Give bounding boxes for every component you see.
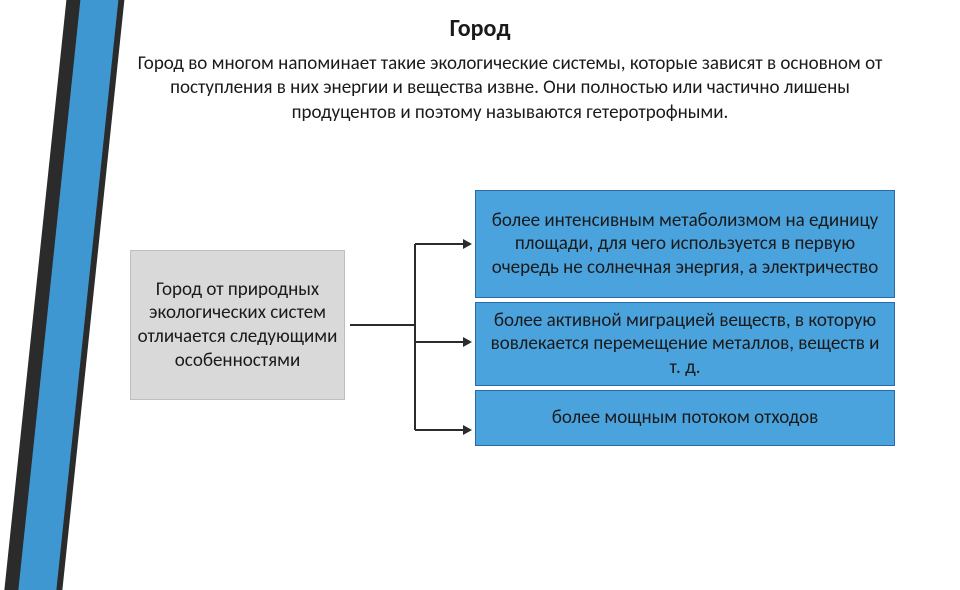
branch-box-1: более интенсивным метаболизмом на единиц… xyxy=(475,190,895,298)
page-title: Город xyxy=(0,14,960,43)
source-box: Город от природных экологических систем … xyxy=(130,250,345,400)
branch-box-3: более мощным потоком отходов xyxy=(475,390,895,446)
branch-column: более интенсивным метаболизмом на единиц… xyxy=(475,190,895,446)
branch-box-2: более активной миграцией веществ, в кото… xyxy=(475,302,895,386)
intro-paragraph: Город во многом напоминает такие экологи… xyxy=(120,52,900,125)
